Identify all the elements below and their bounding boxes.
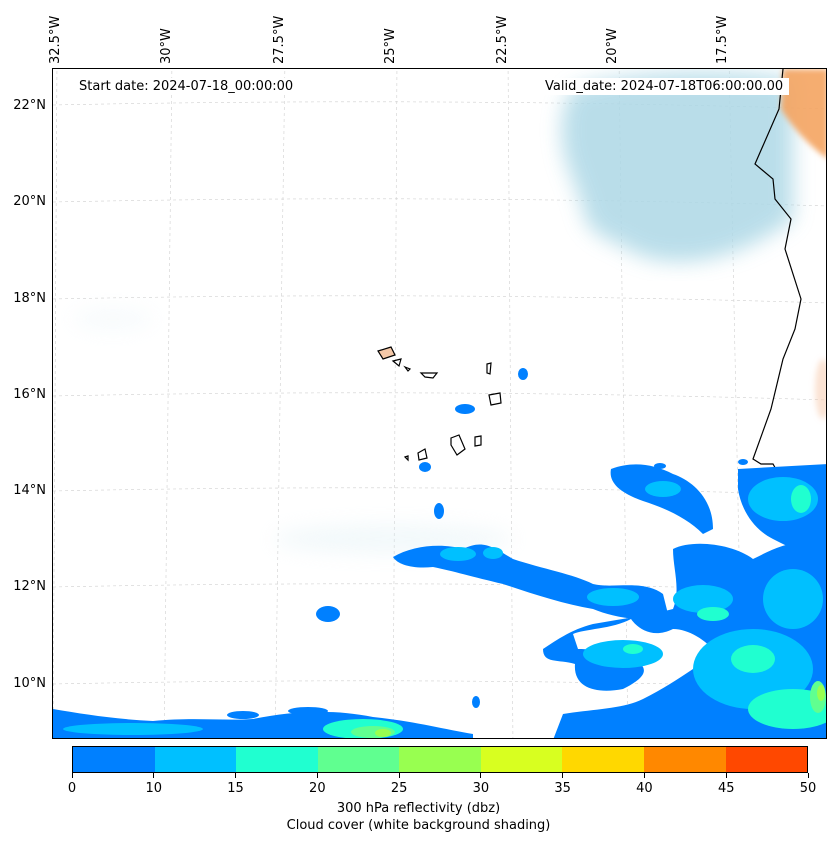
longitude-label: 32.5°W (48, 15, 63, 64)
colorbar-tick-mark (807, 773, 809, 778)
colorbar-tick-label: 15 (227, 781, 244, 796)
valid-date-label: Valid_date: 2024-07-18T06:00:00.00 (539, 78, 790, 95)
longitude-label: 17.5°W (715, 15, 730, 64)
colorbar-segment (317, 747, 400, 772)
reflectivity-field (53, 368, 826, 738)
colorbar-label: 300 hPa reflectivity (dbz) (336, 801, 501, 816)
colorbar-segment (154, 747, 237, 772)
colorbar (72, 746, 808, 773)
colorbar-tick-mark (316, 773, 318, 778)
latitude-label: 14°N (13, 483, 46, 498)
latitude-label: 12°N (13, 579, 46, 594)
map-panel[interactable]: Start date: 2024-07-18_00:00:00 Valid_da… (52, 68, 827, 739)
colorbar-tick-mark (153, 773, 155, 778)
colorbar-tick-label: 45 (717, 781, 735, 796)
colorbar-tick-mark (71, 773, 73, 778)
longitude-label: 22.5°W (495, 15, 510, 64)
colorbar-tick-label: 0 (67, 781, 77, 796)
longitude-label: 30°W (159, 28, 174, 64)
longitude-label: 27.5°W (272, 15, 287, 64)
colorbar-tick-label: 40 (636, 781, 653, 796)
colorbar-tick-mark (725, 773, 727, 778)
colorbar-segment (236, 747, 318, 772)
colorbar-sublabel: Cloud cover (white background shading) (286, 818, 551, 833)
colorbar-segment (725, 747, 808, 772)
faint-cloud-patches (73, 309, 513, 553)
cape-verde-islands (377, 346, 502, 462)
land-shading (781, 69, 826, 419)
colorbar-segment (399, 747, 481, 772)
colorbar-tick-label: 20 (309, 781, 326, 796)
colorbar-segment (643, 747, 726, 772)
colorbar-segment (562, 747, 644, 772)
colorbar-tick-label: 25 (390, 781, 408, 796)
colorbar-tick-mark (480, 773, 482, 778)
longitude-label: 25°W (383, 28, 398, 64)
colorbar-tick-label: 50 (799, 781, 817, 796)
colorbar-tick-label: 10 (145, 781, 163, 796)
start-date-label: Start date: 2024-07-18_00:00:00 (73, 78, 300, 95)
latitude-label: 22°N (13, 98, 46, 113)
latitude-label: 10°N (13, 676, 46, 691)
map-canvas (53, 69, 826, 738)
colorbar-tick-label: 30 (472, 781, 490, 796)
colorbar-segment (73, 747, 155, 772)
colorbar-tick-label: 35 (554, 781, 571, 796)
latitude-label: 16°N (13, 387, 46, 402)
longitude-label: 20°W (605, 28, 620, 64)
colorbar-tick-mark (643, 773, 645, 778)
colorbar-tick-mark (398, 773, 400, 778)
colorbar-tick-mark (562, 773, 564, 778)
colorbar-segment (480, 747, 563, 772)
latitude-label: 20°N (13, 194, 46, 209)
colorbar-tick-mark (235, 773, 237, 778)
cloud-cover-shading (561, 72, 793, 262)
latitude-label: 18°N (13, 291, 46, 306)
